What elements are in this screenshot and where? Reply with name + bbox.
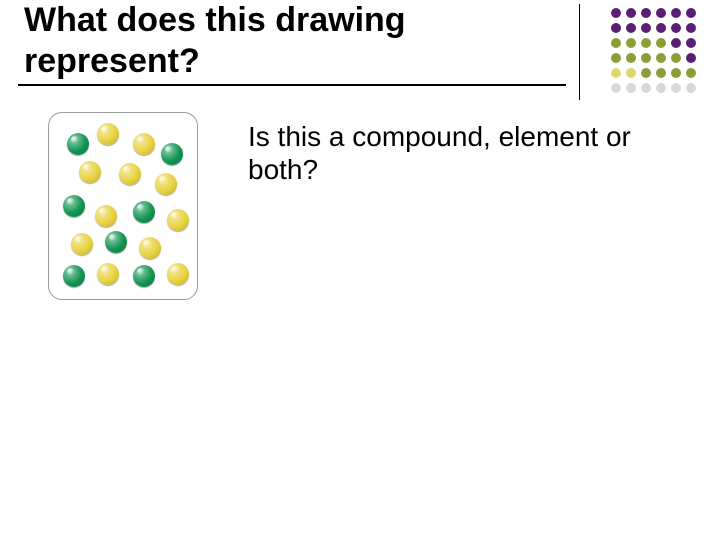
- logo-dot: [611, 53, 621, 63]
- vertical-divider: [579, 4, 580, 100]
- logo-dot: [686, 53, 696, 63]
- logo-dot: [656, 23, 666, 33]
- slide-title: What does this drawing represent?: [24, 0, 584, 82]
- logo-dot: [611, 68, 621, 78]
- logo-dot: [611, 23, 621, 33]
- slide-logo: [609, 6, 698, 95]
- logo-dot: [611, 83, 621, 93]
- logo-dot: [641, 8, 651, 18]
- atom: [79, 161, 101, 183]
- logo-dot: [641, 53, 651, 63]
- logo-dot: [641, 83, 651, 93]
- logo-dot: [656, 83, 666, 93]
- atom: [133, 133, 155, 155]
- title-underline: [18, 84, 566, 86]
- atom: [71, 233, 93, 255]
- atom: [97, 123, 119, 145]
- logo-dot: [686, 23, 696, 33]
- particle-diagram: [48, 112, 198, 300]
- logo-dot: [626, 23, 636, 33]
- logo-dot: [626, 53, 636, 63]
- logo-dot: [611, 38, 621, 48]
- atom: [155, 173, 177, 195]
- atom: [119, 163, 141, 185]
- atom: [161, 143, 183, 165]
- atom: [63, 265, 85, 287]
- logo-dot: [626, 68, 636, 78]
- logo-dot: [671, 8, 681, 18]
- atom: [97, 263, 119, 285]
- atom: [95, 205, 117, 227]
- atom: [167, 209, 189, 231]
- atom: [105, 231, 127, 253]
- logo-dot: [656, 38, 666, 48]
- logo-dot: [671, 53, 681, 63]
- logo-dot: [641, 23, 651, 33]
- logo-dot: [686, 68, 696, 78]
- atom: [133, 265, 155, 287]
- logo-dot: [656, 53, 666, 63]
- logo-dot: [671, 23, 681, 33]
- slide: What does this drawing represent? Is thi…: [0, 0, 720, 540]
- atom: [167, 263, 189, 285]
- logo-dot: [626, 8, 636, 18]
- logo-dot: [671, 38, 681, 48]
- atom: [67, 133, 89, 155]
- question-text: Is this a compound, element or both?: [248, 120, 708, 186]
- logo-dot: [611, 8, 621, 18]
- atom: [133, 201, 155, 223]
- logo-dot: [626, 38, 636, 48]
- logo-dot: [686, 38, 696, 48]
- logo-dot: [686, 83, 696, 93]
- logo-dot: [656, 8, 666, 18]
- logo-dot: [671, 68, 681, 78]
- atom: [63, 195, 85, 217]
- logo-dot: [671, 83, 681, 93]
- logo-dot: [641, 38, 651, 48]
- logo-dot: [656, 68, 666, 78]
- atom: [139, 237, 161, 259]
- logo-dot: [626, 83, 636, 93]
- logo-dot: [686, 8, 696, 18]
- logo-dot: [641, 68, 651, 78]
